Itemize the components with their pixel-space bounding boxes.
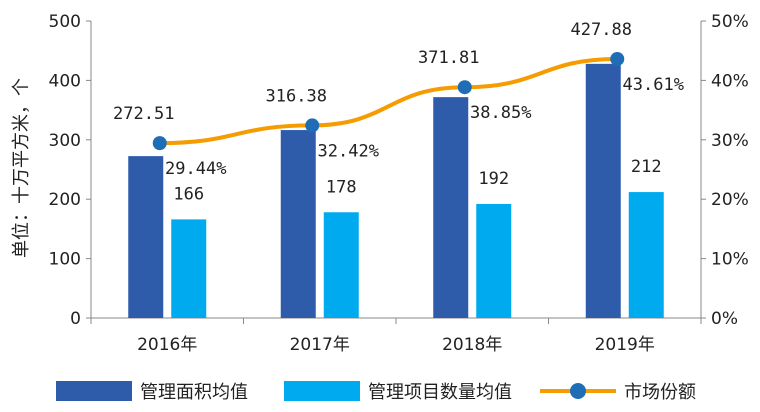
data-label-count: 192 xyxy=(478,169,509,189)
legend-label-share: 市场份额 xyxy=(624,382,696,403)
data-label-area: 371.81 xyxy=(418,48,479,68)
bar-area xyxy=(280,130,316,318)
data-label-area: 272.51 xyxy=(113,104,174,124)
x-category-label: 2016年 xyxy=(137,335,197,355)
data-label-count: 212 xyxy=(631,157,662,177)
data-label-share: 43.61% xyxy=(623,75,684,95)
bar-count xyxy=(171,219,207,318)
share-line xyxy=(159,56,618,146)
right-tick-label: 30% xyxy=(711,131,749,151)
share-marker xyxy=(610,51,625,66)
bar-count xyxy=(476,203,512,318)
share-marker xyxy=(305,118,320,133)
data-label-area: 427.88 xyxy=(571,20,632,40)
bar-count xyxy=(323,212,359,318)
legend-swatch-count xyxy=(284,381,360,401)
data-label-share: 32.42% xyxy=(318,141,379,161)
legend-label-area: 管理面积均值 xyxy=(140,382,248,403)
left-tick-label: 300 xyxy=(49,131,81,151)
right-tick-label: 20% xyxy=(711,190,749,210)
data-label-count: 178 xyxy=(326,177,357,197)
left-tick-label: 400 xyxy=(49,71,81,91)
right-tick-label: 40% xyxy=(711,71,749,91)
legend-item-share: 市场份额 xyxy=(540,378,696,404)
data-label-count: 166 xyxy=(173,184,204,204)
left-tick-label: 100 xyxy=(49,250,81,270)
data-label-share: 29.44% xyxy=(165,159,226,179)
legend-swatch-area xyxy=(56,381,132,401)
left-tick-label: 0 xyxy=(70,309,81,329)
left-tick-label: 500 xyxy=(49,12,81,32)
share-marker xyxy=(457,80,472,95)
right-tick-label: 50% xyxy=(711,12,749,32)
data-label-share: 38.85% xyxy=(470,103,531,123)
legend-label-count: 管理项目数量均值 xyxy=(368,382,512,403)
bar-area xyxy=(433,97,469,318)
left-tick-label: 200 xyxy=(49,190,81,210)
legend: 管理面积均值 管理项目数量均值 市场份额 xyxy=(0,372,760,408)
bar-count xyxy=(628,192,664,318)
chart: 0 100 200 300 400 500 0% 10% 20% 30% 40% 50% 2016年… xyxy=(11,12,749,355)
x-category-label: 2018年 xyxy=(442,335,502,355)
legend-item-area: 管理面积均值 xyxy=(56,378,248,404)
x-category-label: 2019年 xyxy=(595,335,655,355)
legend-swatch-share xyxy=(540,381,616,401)
bar-area xyxy=(585,63,621,318)
x-category-label: 2017年 xyxy=(290,335,350,355)
right-tick-label: 10% xyxy=(711,250,749,270)
data-label-area: 316.38 xyxy=(266,86,327,106)
legend-item-count: 管理项目数量均值 xyxy=(284,378,512,404)
share-marker xyxy=(152,136,167,151)
y-axis-label: 单位：十万平方米，个 xyxy=(11,78,32,258)
bar-area xyxy=(128,156,164,318)
right-tick-label: 0% xyxy=(711,309,738,329)
